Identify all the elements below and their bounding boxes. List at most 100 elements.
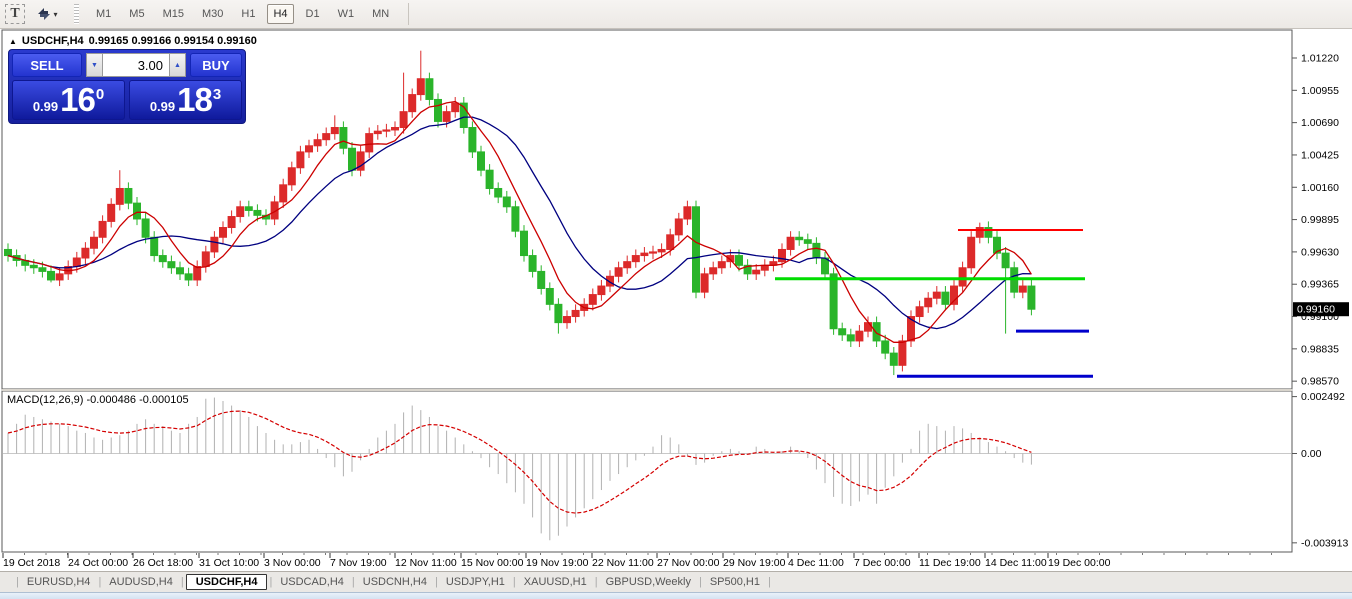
buy-price-prefix: 0.99 — [149, 99, 176, 114]
tab-separator: | — [16, 576, 19, 588]
svg-text:15 Nov 00:00: 15 Nov 00:00 — [461, 557, 524, 569]
tab-separator: | — [594, 576, 598, 588]
top-toolbar: T ▾ M1 M5 M15 M30 H1 H4 D1 W1 MN — [0, 0, 1352, 29]
tabs-container: EURUSD,H4 | AUDUSD,H4 | USDCHF,H4 | USDCAD,H4 |… — [21, 574, 773, 590]
tab-xauusd-h1[interactable]: XAUUSD,H1 — [523, 576, 587, 588]
svg-text:24 Oct 00:00: 24 Oct 00:00 — [68, 557, 128, 569]
ma-slow-line — [7, 116, 1032, 330]
svg-text:0.99895: 0.99895 — [1301, 214, 1339, 226]
timeframe-h4-button[interactable]: H4 — [267, 4, 294, 24]
arrange-charts-button[interactable]: ▾ — [30, 3, 64, 25]
tab-usdcad-h4[interactable]: USDCAD,H4 — [280, 576, 344, 588]
tab-usdcnh-h4[interactable]: USDCNH,H4 — [362, 576, 427, 588]
ohlc-quotes: 0.99165 0.99166 0.99154 0.99160 — [88, 35, 257, 47]
sell-price-big-digits: 16 — [60, 81, 96, 118]
sell-price-pip-digit: 0 — [95, 86, 105, 103]
sell-price-quote[interactable]: 0.99 16 0 — [12, 80, 125, 120]
status-bar — [0, 592, 1352, 599]
svg-text:0.99365: 0.99365 — [1301, 279, 1339, 291]
svg-text:14 Dec 11:00: 14 Dec 11:00 — [985, 557, 1047, 569]
volume-stepper: ▼ ▲ — [86, 53, 186, 77]
macd-indicator-label: MACD(12,26,9) -0.000486 -0.000105 — [7, 394, 189, 406]
macd-axis: 0.002492 0.00 -0.003913 — [1292, 391, 1348, 549]
time-axis: 19 Oct 2018 24 Oct 00:00 26 Oct 18:00 31 Oc… — [2, 553, 1272, 569]
svg-text:1.01220: 1.01220 — [1301, 53, 1339, 65]
svg-text:0.99160: 0.99160 — [1297, 304, 1335, 316]
svg-text:3 Nov 00:00: 3 Nov 00:00 — [264, 557, 321, 569]
tab-audusd-h4[interactable]: AUDUSD,H4 — [109, 576, 173, 588]
svg-text:7 Nov 19:00: 7 Nov 19:00 — [330, 557, 387, 569]
tab-eurusd-h4[interactable]: EURUSD,H4 — [26, 576, 91, 588]
svg-text:0.002492: 0.002492 — [1301, 391, 1345, 403]
svg-text:31 Oct 10:00: 31 Oct 10:00 — [199, 557, 259, 569]
buy-price-pip-digit: 3 — [212, 86, 222, 103]
svg-text:0.99630: 0.99630 — [1301, 246, 1339, 258]
svg-text:12 Nov 11:00: 12 Nov 11:00 — [395, 557, 457, 569]
timeframe-m1-button[interactable]: M1 — [90, 4, 117, 24]
timeframe-d1-button[interactable]: D1 — [300, 4, 326, 24]
ma-fast-line — [7, 100, 1032, 343]
tab-sp500-h1[interactable]: SP500,H1 — [709, 576, 760, 588]
svg-text:-0.003913: -0.003913 — [1301, 537, 1348, 549]
tab-separator: | — [98, 576, 102, 588]
tab-separator: | — [434, 576, 438, 588]
tab-separator: | — [768, 576, 771, 588]
buy-price-quote[interactable]: 0.99 18 3 — [129, 80, 242, 120]
symbol-period-label: USDCHF,H4 — [21, 35, 84, 47]
svg-text:1.00425: 1.00425 — [1301, 149, 1339, 161]
toolbar-drag-handle[interactable] — [74, 4, 79, 24]
svg-text:1.00955: 1.00955 — [1301, 85, 1339, 97]
collapse-panel-icon[interactable]: ▲ — [9, 36, 17, 46]
timeframe-w1-button[interactable]: W1 — [332, 4, 361, 24]
buy-price-big-digits: 18 — [177, 81, 213, 118]
macd-histogram — [7, 397, 1032, 541]
svg-text:26 Oct 18:00: 26 Oct 18:00 — [133, 557, 193, 569]
tab-separator: | — [512, 576, 516, 588]
volume-input[interactable] — [103, 53, 169, 77]
tab-gbpusd-weekly[interactable]: GBPUSD,Weekly — [605, 576, 691, 588]
sell-button[interactable]: SELL — [12, 53, 82, 77]
svg-text:4 Dec 11:00: 4 Dec 11:00 — [788, 557, 844, 569]
svg-text:1.00160: 1.00160 — [1301, 182, 1339, 194]
svg-text:0.00: 0.00 — [1301, 448, 1322, 460]
sell-price-prefix: 0.99 — [32, 99, 59, 114]
svg-text:11 Dec 19:00: 11 Dec 19:00 — [919, 557, 981, 569]
trade-panel-price-row: 0.99 16 0 0.99 18 3 — [12, 80, 242, 120]
chevron-down-icon: ▾ — [53, 9, 58, 19]
svg-text:19 Dec 00:00: 19 Dec 00:00 — [1048, 557, 1111, 569]
tab-usdchf-h4[interactable]: USDCHF,H4 — [185, 574, 268, 590]
svg-text:19 Oct 2018: 19 Oct 2018 — [3, 557, 60, 569]
current-price-label: 0.99160 — [1293, 302, 1349, 317]
timeframe-m15-button[interactable]: M15 — [157, 4, 190, 24]
tab-separator: | — [351, 576, 355, 588]
candles — [4, 50, 1036, 376]
timeframe-m5-button[interactable]: M5 — [123, 4, 150, 24]
tab-separator: | — [269, 576, 273, 588]
timeframe-button-group: M1 M5 M15 M30 H1 H4 D1 W1 MN — [87, 4, 398, 24]
buy-button[interactable]: BUY — [190, 53, 242, 77]
svg-text:19 Nov 19:00: 19 Nov 19:00 — [526, 557, 589, 569]
svg-text:0.98570: 0.98570 — [1301, 376, 1339, 388]
svg-text:29 Nov 19:00: 29 Nov 19:00 — [723, 557, 786, 569]
tab-separator: | — [698, 576, 702, 588]
timeframe-m30-button[interactable]: M30 — [196, 4, 229, 24]
chart-tab-bar: | EURUSD,H4 | AUDUSD,H4 | USDCHF,H4 | USDCAD,H… — [0, 571, 1352, 592]
volume-decrease-button[interactable]: ▼ — [86, 53, 103, 77]
svg-text:1.00690: 1.00690 — [1301, 117, 1339, 129]
svg-text:27 Nov 00:00: 27 Nov 00:00 — [657, 557, 720, 569]
tab-separator: | — [180, 576, 184, 588]
text-tool-button[interactable]: T — [4, 3, 26, 25]
svg-text:7 Dec 00:00: 7 Dec 00:00 — [854, 557, 911, 569]
horizontal-lines[interactable] — [775, 228, 1093, 378]
timeframe-mn-button[interactable]: MN — [366, 4, 395, 24]
text-tool-icon: T — [5, 4, 25, 24]
volume-increase-button[interactable]: ▲ — [169, 53, 186, 77]
tab-usdjpy-h1[interactable]: USDJPY,H1 — [445, 576, 505, 588]
arrange-arrows-icon — [38, 8, 51, 20]
svg-text:22 Nov 11:00: 22 Nov 11:00 — [592, 557, 654, 569]
toolbar-separator — [408, 3, 410, 25]
macd-pane-border — [1, 390, 1293, 553]
macd-signal-line — [7, 410, 1032, 514]
timeframe-h1-button[interactable]: H1 — [235, 4, 261, 24]
